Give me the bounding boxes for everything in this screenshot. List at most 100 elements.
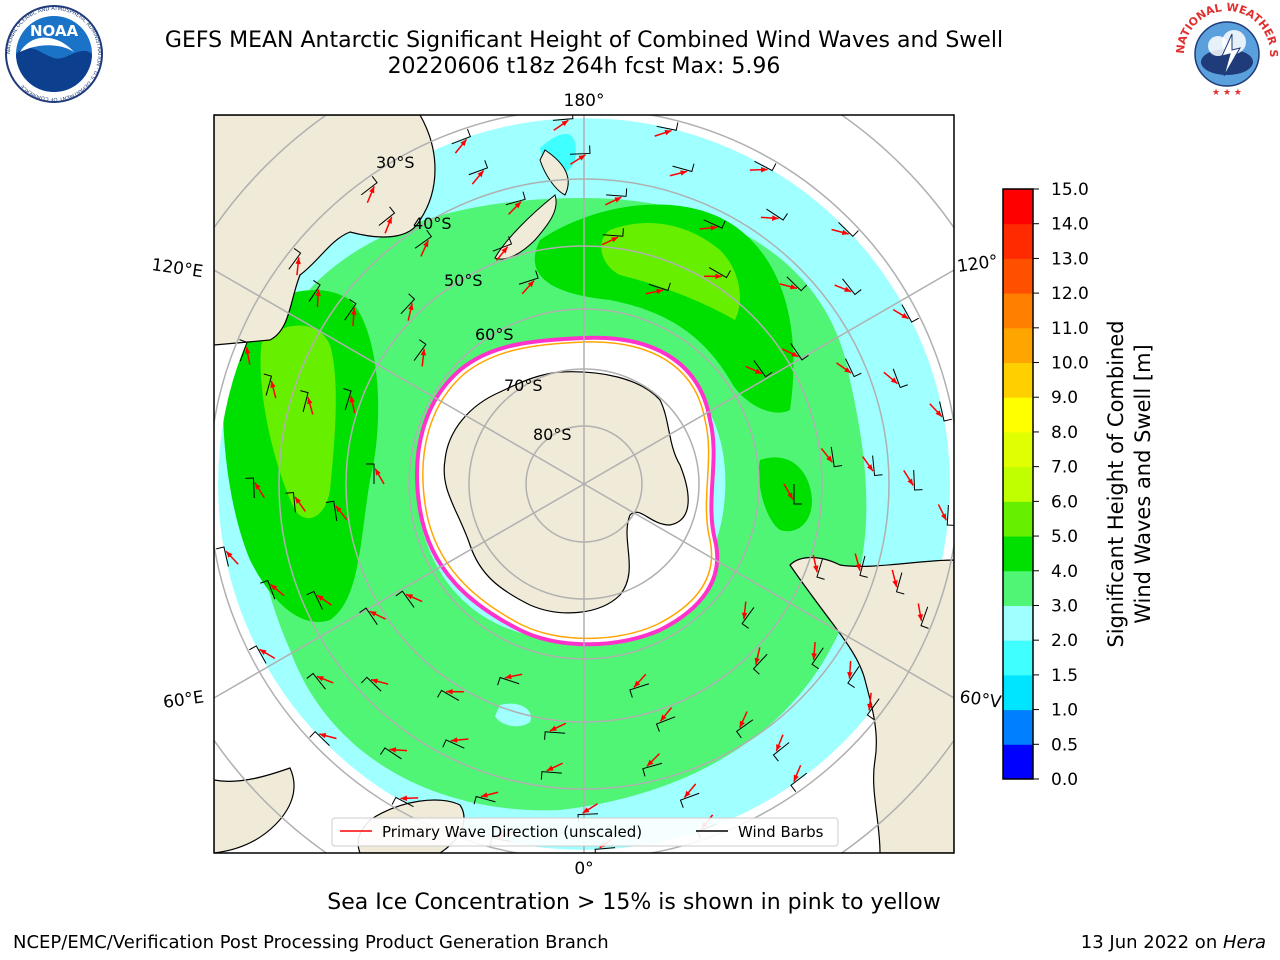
colorbar-segment bbox=[1003, 466, 1033, 502]
wind-barb bbox=[343, 388, 352, 411]
wind-barb bbox=[497, 676, 520, 686]
wind-barb bbox=[518, 270, 539, 285]
wave-arrow-head bbox=[793, 774, 799, 782]
wave-arrow-head bbox=[892, 580, 898, 588]
wave-arrow-head bbox=[335, 505, 342, 513]
colorbar-segment bbox=[1003, 258, 1033, 294]
wind-barb bbox=[790, 772, 808, 793]
wave-arrow-head bbox=[295, 257, 301, 265]
colorbar-segment bbox=[1003, 362, 1033, 398]
footer-credit: NCEP/EMC/Verification Post Processing Pr… bbox=[13, 932, 609, 953]
wave-arrow-head bbox=[406, 594, 414, 600]
wind-barb bbox=[451, 128, 472, 145]
wave-arrow-head bbox=[400, 795, 407, 801]
colorbar-label-line1: Significant Height of Combined bbox=[1104, 320, 1128, 647]
wave-arrow-head bbox=[633, 680, 641, 688]
wind-barb bbox=[946, 504, 954, 526]
wave-arrow-head bbox=[940, 513, 947, 521]
map-frame bbox=[213, 114, 955, 854]
wind-barb bbox=[703, 219, 726, 229]
wind-barb bbox=[263, 373, 273, 396]
wave-peak-ne bbox=[601, 222, 740, 320]
wind-barb bbox=[845, 358, 862, 378]
lat-label-60s: 60°S bbox=[475, 325, 514, 344]
wave-arrow-head bbox=[375, 468, 381, 476]
wind-barb bbox=[655, 716, 676, 732]
wave-arrow-head bbox=[826, 455, 833, 463]
wind-barb bbox=[872, 455, 883, 477]
wind-barb bbox=[753, 360, 773, 378]
wave-patch-e bbox=[758, 457, 812, 532]
wind-barb bbox=[391, 796, 414, 808]
wind-barb bbox=[892, 368, 908, 389]
wind-barb bbox=[540, 771, 562, 780]
legend-wind-barbs: Wind Barbs bbox=[738, 823, 824, 841]
colorbar-segment bbox=[1003, 640, 1033, 676]
wave-arrow-head bbox=[656, 288, 664, 295]
wave-arrow-head bbox=[501, 246, 508, 254]
wave-arrow-head bbox=[578, 154, 586, 161]
colorbar-segment bbox=[1003, 223, 1033, 259]
wave-arrow-head bbox=[270, 584, 278, 591]
wave-arrow-head bbox=[680, 170, 688, 176]
wave-arrow-head bbox=[787, 492, 793, 500]
lon-label-lower-right: 60°V bbox=[958, 687, 1003, 713]
wind-barb bbox=[569, 145, 591, 155]
lon-label-top: 180° bbox=[564, 91, 605, 111]
graticule bbox=[214, 115, 954, 853]
wind-barb bbox=[344, 298, 357, 321]
wind-barb bbox=[847, 666, 860, 688]
wave-arrow-head bbox=[715, 273, 722, 280]
wave-arrow-head bbox=[527, 280, 535, 288]
footer-date-text: 13 Jun 2022 on bbox=[1080, 932, 1223, 953]
wind-barb bbox=[308, 280, 321, 302]
wave-arrow-head bbox=[813, 565, 819, 573]
wind-barb bbox=[468, 160, 489, 176]
wave-arrow-head bbox=[319, 733, 327, 739]
wave-arrow-head bbox=[867, 703, 873, 711]
footer-machine: Hera bbox=[1222, 932, 1266, 953]
wave-arrow-head bbox=[776, 744, 782, 752]
chart-subtitle: 20220606 t18z 264h fcst Max: 5.96 bbox=[387, 54, 781, 79]
wind-barb bbox=[473, 795, 496, 805]
wave-arrow-head bbox=[582, 807, 590, 814]
colorbar-segment bbox=[1003, 674, 1033, 711]
colorbar-tick-label: 11.0 bbox=[1051, 319, 1089, 339]
wave-arrow-head bbox=[460, 139, 467, 147]
map-legend: Primary Wave Direction (unscaled) Wind B… bbox=[331, 817, 839, 847]
wind-barb bbox=[816, 557, 825, 580]
colorbar-tick-label: 8.0 bbox=[1051, 423, 1078, 443]
wind-barb bbox=[939, 401, 952, 422]
wind-barb bbox=[842, 278, 862, 296]
wave-arrow-head bbox=[514, 201, 522, 209]
wind-barb bbox=[395, 590, 415, 608]
wave-arrow-head bbox=[420, 348, 427, 356]
wind-barb bbox=[285, 491, 296, 513]
wind-barb bbox=[606, 188, 628, 197]
wave-arrow-head bbox=[270, 380, 276, 388]
lon-label-bottom: 0° bbox=[574, 859, 593, 879]
wind-barb bbox=[790, 343, 809, 361]
wind-barb bbox=[437, 689, 460, 701]
latitude-labels: 30°S 40°S 50°S 60°S 70°S 80°S bbox=[376, 153, 572, 444]
wave-arrow-head bbox=[855, 563, 861, 571]
svg-text:★ ★ ★: ★ ★ ★ bbox=[1212, 88, 1242, 98]
colorbar-tick-label: 6.0 bbox=[1051, 492, 1078, 512]
colorbar-tick-label: 0.5 bbox=[1051, 735, 1078, 755]
wave-arrow-head bbox=[480, 792, 488, 798]
wave-arrow-head bbox=[371, 678, 378, 684]
wave-patch-ne bbox=[534, 204, 794, 413]
colorbar-tick-label: 4.0 bbox=[1051, 562, 1078, 582]
wind-barb bbox=[380, 747, 402, 760]
wind-barb bbox=[594, 847, 616, 853]
colorbar-segment bbox=[1003, 189, 1033, 225]
colorbar-segment bbox=[1003, 293, 1033, 329]
colorbar-tick-label: 1.0 bbox=[1051, 701, 1078, 721]
colorbar-tick-label: 12.0 bbox=[1051, 284, 1089, 304]
colorbar-tick-label: 13.0 bbox=[1051, 249, 1089, 269]
wind-barb bbox=[602, 228, 624, 237]
wind-barb bbox=[679, 792, 700, 808]
wave-arrow-head bbox=[423, 240, 429, 248]
wave-arrow-head bbox=[316, 595, 324, 601]
